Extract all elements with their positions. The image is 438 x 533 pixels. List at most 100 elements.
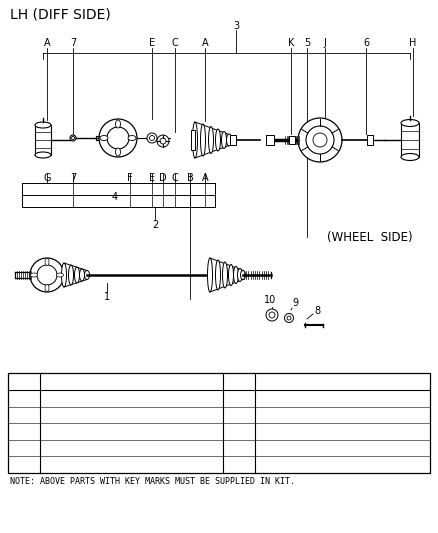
Circle shape: [147, 133, 157, 143]
Text: 9: 9: [292, 298, 298, 308]
Text: BAND, DAMPER: BAND, DAMPER: [261, 460, 325, 469]
Text: GREASE PACKAGE: GREASE PACKAGE: [261, 427, 336, 436]
Ellipse shape: [401, 119, 419, 126]
Text: 8: 8: [314, 306, 320, 316]
Text: B: B: [21, 410, 27, 419]
Text: 7: 7: [70, 38, 76, 48]
Ellipse shape: [215, 129, 220, 151]
Text: KEY: KEY: [232, 376, 246, 385]
Ellipse shape: [100, 135, 108, 141]
Bar: [266, 135, 274, 145]
Ellipse shape: [35, 152, 51, 158]
Text: 7: 7: [70, 173, 76, 183]
Circle shape: [285, 313, 293, 322]
Text: 4: 4: [112, 192, 118, 202]
Text: E: E: [149, 173, 155, 183]
Text: F: F: [127, 173, 133, 183]
Bar: [230, 135, 236, 145]
Text: SPIDER ASSY: SPIDER ASSY: [46, 443, 105, 453]
Text: A: A: [21, 394, 27, 403]
Text: K: K: [237, 460, 242, 469]
Circle shape: [160, 138, 166, 144]
Bar: [8, 373, 430, 473]
Text: A: A: [44, 38, 50, 48]
Circle shape: [157, 135, 169, 147]
Text: C: C: [172, 38, 178, 48]
Ellipse shape: [237, 269, 243, 281]
Ellipse shape: [192, 122, 198, 158]
Text: KEY: KEY: [17, 376, 31, 385]
Text: H: H: [410, 38, 417, 48]
Text: J: J: [324, 38, 326, 48]
Circle shape: [313, 133, 327, 147]
Ellipse shape: [57, 273, 64, 277]
Text: SNAP RING: SNAP RING: [46, 460, 94, 469]
Text: LH (DIFF SIDE): LH (DIFF SIDE): [10, 8, 111, 22]
Ellipse shape: [45, 259, 49, 265]
Circle shape: [71, 136, 74, 140]
Bar: [367, 135, 373, 145]
Bar: [35, 125, 51, 155]
Ellipse shape: [230, 136, 236, 144]
Ellipse shape: [222, 132, 226, 149]
Text: NOTE: ABOVE PARTS WITH KEY MARKS MUST BE SUPPLIED IN KIT.: NOTE: ABOVE PARTS WITH KEY MARKS MUST BE…: [10, 478, 295, 487]
Text: C: C: [21, 427, 27, 436]
Text: GREASE PACKAGE: GREASE PACKAGE: [261, 410, 336, 419]
Text: MARK: MARK: [15, 381, 33, 390]
Text: BAND, BOOT: BAND, BOOT: [46, 394, 100, 403]
Ellipse shape: [68, 265, 74, 285]
Text: B: B: [187, 173, 193, 183]
Text: E: E: [21, 460, 27, 469]
Text: K: K: [288, 38, 294, 48]
Ellipse shape: [116, 120, 120, 128]
Ellipse shape: [233, 266, 239, 284]
Circle shape: [30, 258, 64, 292]
Text: BAND, BOOT: BAND, BOOT: [46, 427, 100, 436]
Bar: [401, 123, 419, 157]
Ellipse shape: [208, 126, 213, 154]
Text: H: H: [237, 427, 242, 436]
Ellipse shape: [215, 260, 220, 290]
Circle shape: [269, 312, 275, 318]
Text: E: E: [149, 38, 155, 48]
Ellipse shape: [61, 263, 67, 287]
Circle shape: [70, 135, 76, 141]
Ellipse shape: [226, 134, 232, 146]
Circle shape: [306, 126, 334, 154]
Circle shape: [287, 316, 291, 320]
Bar: [289, 136, 295, 144]
Text: BOOT (BJ): BOOT (BJ): [261, 443, 309, 453]
Text: C: C: [172, 173, 178, 183]
Text: 3: 3: [233, 21, 239, 31]
Ellipse shape: [80, 269, 85, 281]
Text: D: D: [159, 173, 167, 183]
Ellipse shape: [229, 264, 233, 286]
Text: 6: 6: [363, 38, 369, 48]
Text: G: G: [237, 410, 242, 419]
Ellipse shape: [201, 124, 205, 156]
Circle shape: [149, 135, 155, 141]
Text: A: A: [201, 38, 208, 48]
Ellipse shape: [128, 135, 136, 141]
Ellipse shape: [74, 267, 80, 283]
Text: PARTS NAME: PARTS NAME: [106, 377, 156, 386]
Text: 10: 10: [264, 295, 276, 305]
Ellipse shape: [223, 262, 227, 288]
Text: TJ ASSY: TJ ASSY: [261, 394, 299, 403]
Ellipse shape: [45, 285, 49, 292]
Ellipse shape: [240, 271, 246, 279]
Ellipse shape: [401, 154, 419, 160]
Text: 2: 2: [152, 220, 158, 230]
Text: G: G: [43, 173, 51, 183]
Ellipse shape: [85, 271, 89, 279]
Bar: [191, 130, 195, 150]
Text: MARK: MARK: [230, 381, 248, 390]
Ellipse shape: [208, 258, 212, 292]
Circle shape: [37, 265, 57, 285]
Ellipse shape: [35, 122, 51, 128]
Text: 1: 1: [104, 292, 110, 302]
Text: A: A: [201, 173, 208, 183]
Text: D: D: [21, 443, 27, 453]
Text: (WHEEL  SIDE): (WHEEL SIDE): [327, 231, 413, 245]
Circle shape: [107, 127, 129, 149]
